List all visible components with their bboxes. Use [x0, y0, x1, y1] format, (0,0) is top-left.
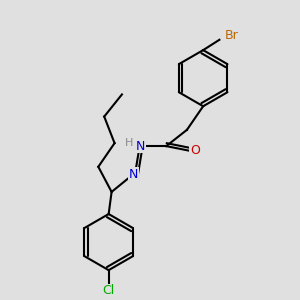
Text: H: H: [125, 138, 134, 148]
Text: N: N: [129, 168, 138, 181]
Text: Br: Br: [224, 29, 238, 42]
Text: N: N: [136, 140, 145, 153]
Text: O: O: [190, 144, 200, 157]
Text: Cl: Cl: [103, 284, 115, 297]
